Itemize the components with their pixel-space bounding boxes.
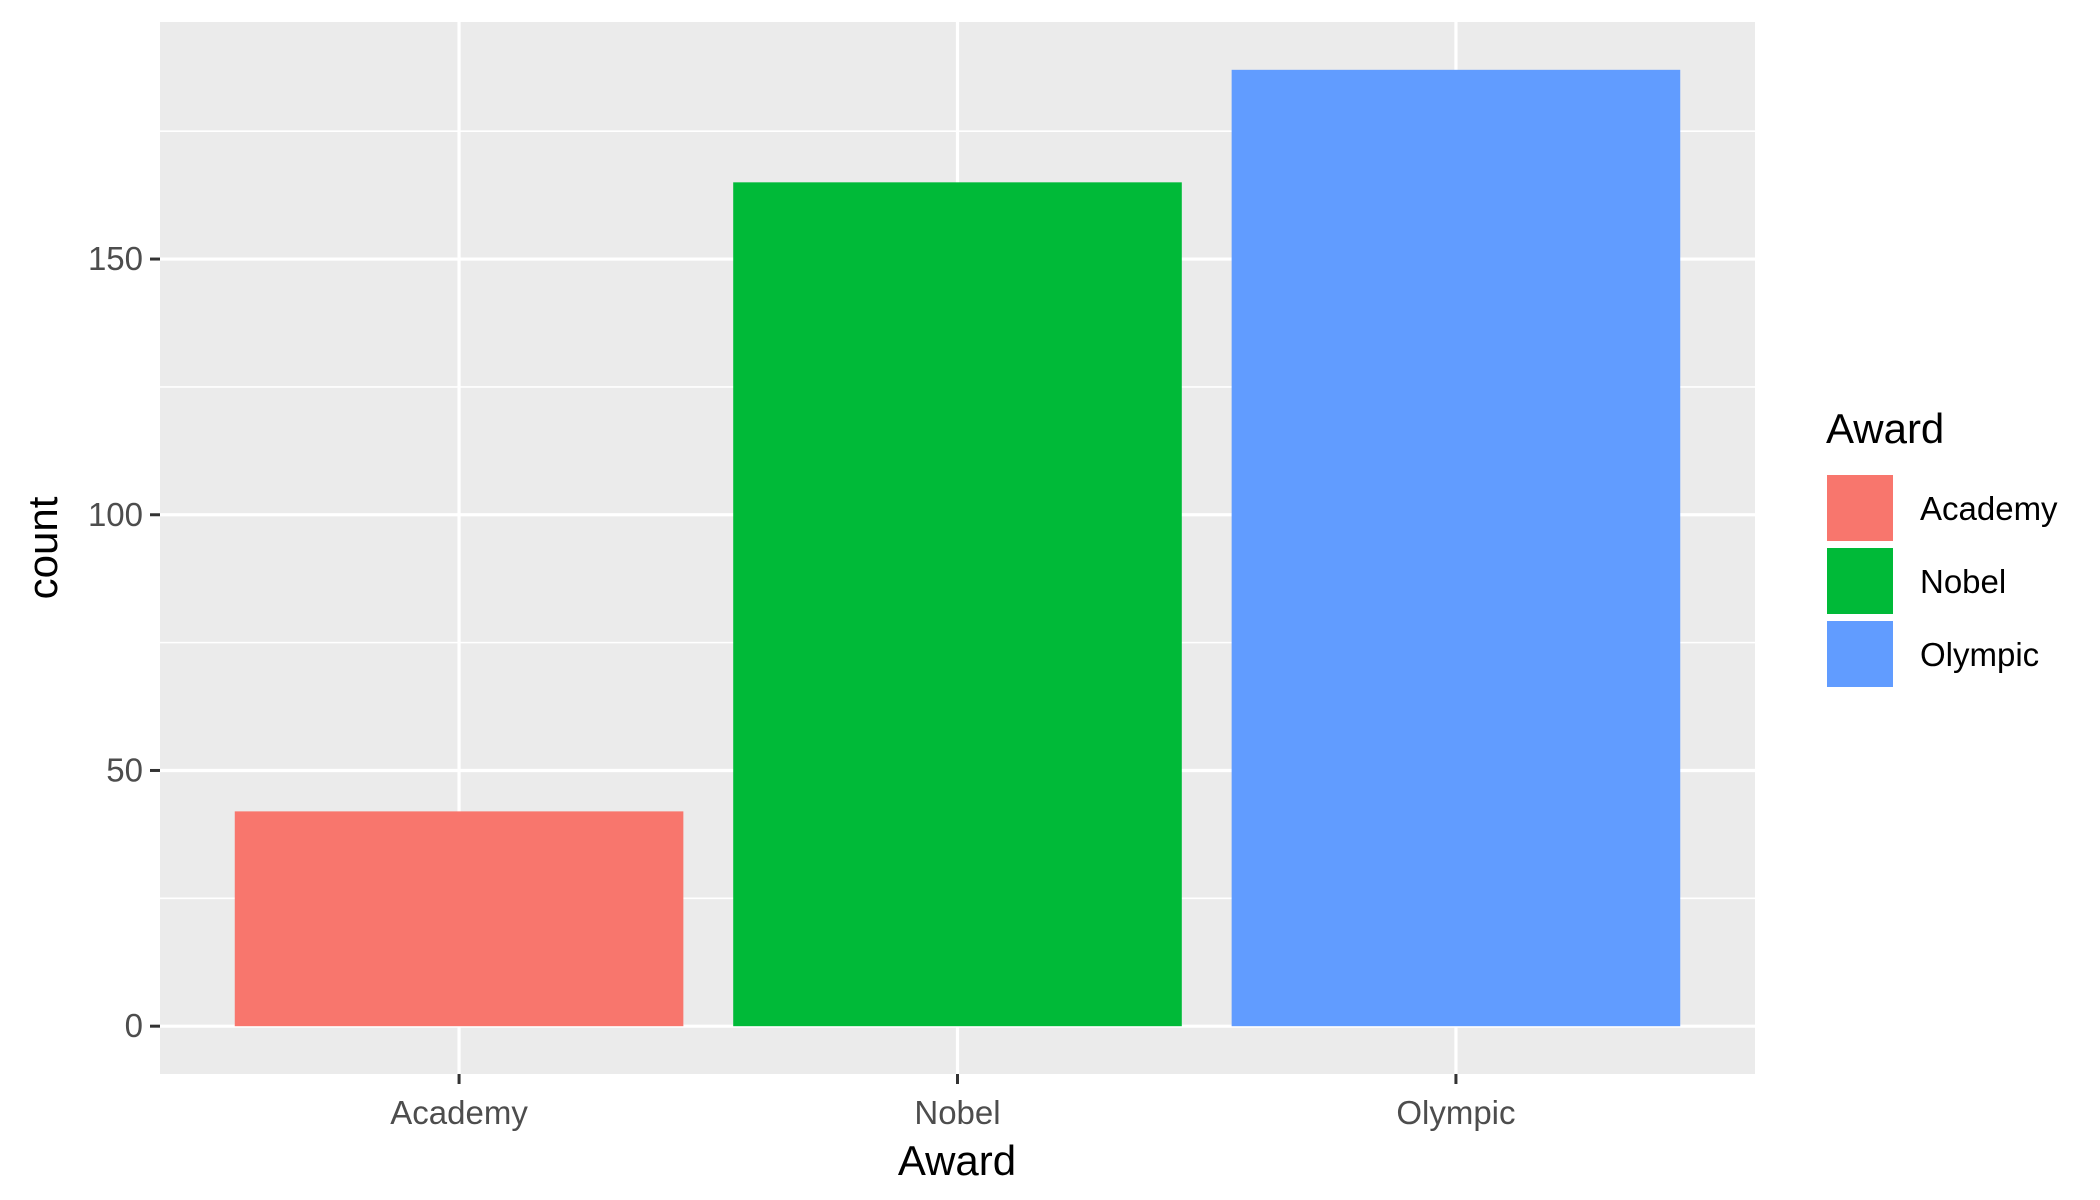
legend-label-olympic: Olympic: [1920, 636, 2039, 673]
legend-title: Award: [1826, 405, 1944, 452]
y-tick-label: 0: [125, 1007, 143, 1044]
bar-nobel: [733, 182, 1182, 1027]
y-tick-label: 50: [106, 751, 143, 788]
bars: [234, 69, 1681, 1027]
bar-academy: [234, 811, 684, 1027]
legend-key-academy: [1825, 473, 1895, 543]
legend-label-nobel: Nobel: [1920, 563, 2006, 600]
y-tick-label: 100: [88, 496, 143, 533]
legend: Award Academy Nobel Olympic: [1825, 405, 2058, 689]
bar-olympic: [1231, 69, 1681, 1027]
x-tick-label: Academy: [390, 1094, 528, 1131]
y-tick-label: 150: [88, 240, 143, 277]
y-axis: 0 50 100 150: [88, 240, 160, 1044]
legend-key-olympic: [1825, 619, 1895, 689]
x-tick-label: Olympic: [1396, 1094, 1515, 1131]
y-axis-title: count: [19, 496, 66, 599]
legend-key-nobel: [1825, 546, 1895, 616]
x-axis-title: Award: [898, 1137, 1016, 1184]
x-tick-label: Nobel: [914, 1094, 1000, 1131]
legend-label-academy: Academy: [1920, 490, 2058, 527]
x-axis: Academy Nobel Olympic: [390, 1074, 1516, 1131]
